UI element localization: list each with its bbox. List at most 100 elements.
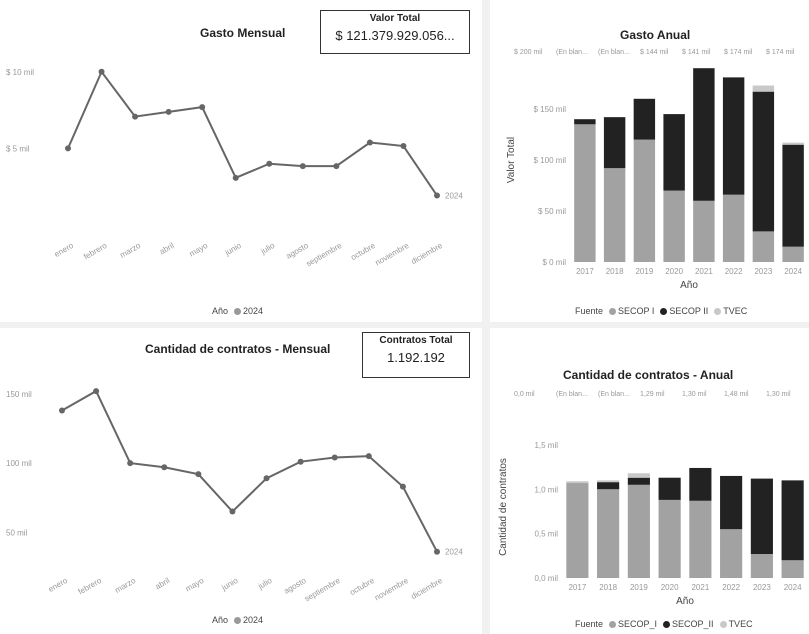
- x-tick-label: 2024: [784, 583, 802, 592]
- data-point: [263, 475, 270, 482]
- annual-contracts-panel: Cantidad de contratos - Anual 0,0 mil 0,5…: [490, 328, 809, 634]
- legend-dot-icon: [660, 308, 668, 316]
- data-point: [195, 471, 202, 478]
- data-point: [93, 388, 100, 395]
- x-tick-label: mayo: [184, 576, 206, 594]
- y-tick-label: $ 0 mil: [542, 258, 566, 267]
- x-tick-label: septiembre: [305, 241, 344, 269]
- legend-item-tvec: TVEC: [728, 619, 753, 629]
- y-axis-title: Cantidad de contratos: [498, 458, 509, 556]
- bar-segment: [627, 473, 650, 478]
- bar-segment: [663, 114, 685, 191]
- bar-segment: [633, 139, 656, 262]
- x-tick-label: abril: [158, 241, 176, 256]
- x-tick-label: febrero: [77, 576, 104, 597]
- series-line: [67, 69, 438, 197]
- data-point: [199, 104, 206, 111]
- y-tick-label: 0,5 mil: [534, 530, 558, 539]
- data-point: [266, 160, 273, 167]
- legend-item-secop2: SECOP_II: [672, 619, 714, 629]
- data-point: [98, 68, 105, 75]
- y-tick-label: 150 mil: [6, 390, 32, 399]
- bar-segment: [597, 489, 620, 578]
- legend-item-tvec: TVEC: [723, 306, 748, 316]
- x-tick-label: 2018: [599, 583, 617, 592]
- data-point: [434, 192, 440, 199]
- x-tick-label: agosto: [285, 241, 311, 261]
- top-value-label: (En blan...: [556, 49, 588, 56]
- total-value-label: Valor Total: [369, 13, 421, 24]
- x-tick-label: 2019: [635, 267, 653, 276]
- x-tick-label: julio: [259, 241, 277, 257]
- bar-segment: [782, 142, 804, 145]
- annual-spend-chart: $ 0 mil $ 50 mil $ 100 mil $ 150 mil 2017 201…: [506, 49, 804, 291]
- bar-segment: [781, 480, 804, 561]
- contracts-total-card: Contratos Total 1.192.192: [362, 332, 470, 378]
- total-value-card: Valor Total $ 121.379.929.056...: [320, 10, 470, 54]
- contracts-total-label: Contratos Total: [379, 335, 453, 346]
- bar-segment: [720, 529, 743, 578]
- x-tick-label: 2019: [630, 583, 648, 592]
- legend-dot-icon: [609, 621, 617, 629]
- y-tick-label: $ 5 mil: [6, 144, 30, 153]
- legend-dot-icon: [234, 617, 242, 625]
- y-axis-title: Valor Total: [506, 137, 517, 183]
- x-tick-label: abril: [154, 576, 172, 591]
- data-point: [165, 108, 172, 115]
- bar-segment: [750, 554, 773, 578]
- data-point: [132, 113, 139, 120]
- data-point: [365, 453, 372, 460]
- x-tick-label: noviembre: [373, 576, 410, 603]
- bar-segment: [658, 499, 681, 578]
- data-point: [333, 163, 340, 170]
- top-value-label: $ 141 mil: [682, 49, 711, 56]
- top-value-label: $ 144 mil: [640, 49, 669, 56]
- x-tick-label: octubre: [348, 576, 376, 597]
- x-tick-label: agosto: [282, 576, 308, 596]
- bar-segment: [693, 68, 715, 201]
- x-tick-label: 2017: [568, 583, 586, 592]
- x-tick-label: 2024: [784, 267, 802, 276]
- legend-title: Año: [212, 306, 229, 316]
- bar-segment: [782, 144, 804, 247]
- x-tick-label: 2022: [722, 583, 740, 592]
- bar-segment: [722, 194, 745, 262]
- bar-segment: [574, 124, 596, 262]
- x-tick-label: 2018: [606, 267, 624, 276]
- x-tick-label: 2017: [576, 267, 594, 276]
- legend-dot-icon: [719, 621, 727, 629]
- data-point: [366, 139, 373, 146]
- legend-item-secop1: SECOP_I: [618, 619, 658, 629]
- series-line: [61, 389, 438, 553]
- monthly-contracts-chart: 150 mil 100 mil 50 mil 2024 enero febrero marz…: [6, 388, 463, 604]
- data-point: [297, 458, 304, 465]
- monthly-contracts-panel: Cantidad de contratos - Mensual Contrato…: [0, 328, 482, 634]
- top-value-label: $ 174 mil: [724, 49, 753, 56]
- top-value-label: 1,29 mil: [640, 391, 665, 398]
- x-axis-title: Año: [680, 280, 698, 291]
- x-tick-label: 2023: [754, 267, 772, 276]
- annual-contracts-chart: 0,0 mil 0,5 mil 1,0 mil 1,5 mil 2017 2018 2019…: [498, 391, 804, 607]
- bar-segment: [689, 467, 712, 501]
- y-tick-label: 0,0 mil: [534, 574, 558, 583]
- x-tick-label: noviembre: [374, 241, 411, 268]
- monthly-spend-panel: Gasto Mensual Valor Total $ 121.379.929.…: [0, 0, 482, 322]
- total-value-amount: $ 121.379.929.056...: [335, 28, 455, 43]
- bar-segment: [782, 246, 804, 262]
- annual-spend-panel: Gasto Anual $ 0 mil $ 50 mil $ 100 mil $ 15…: [490, 0, 809, 322]
- monthly-contracts-legend: Año 2024: [212, 615, 263, 625]
- bar-segment: [566, 481, 589, 484]
- x-tick-label: 2021: [695, 267, 713, 276]
- contracts-total-amount: 1.192.192: [387, 350, 445, 365]
- top-value-label: 1,48 mil: [724, 391, 749, 398]
- y-tick-label: $ 50 mil: [538, 207, 566, 216]
- x-tick-label: mayo: [188, 241, 210, 259]
- x-tick-label: 2022: [725, 267, 743, 276]
- data-point: [127, 460, 134, 467]
- y-tick-label: 100 mil: [6, 459, 32, 468]
- bar-segment: [574, 119, 596, 125]
- legend-title: Fuente: [575, 619, 604, 629]
- annual-contracts-title: Cantidad de contratos - Anual: [563, 368, 734, 382]
- bar-segment: [722, 77, 745, 195]
- bar-segment: [603, 117, 626, 169]
